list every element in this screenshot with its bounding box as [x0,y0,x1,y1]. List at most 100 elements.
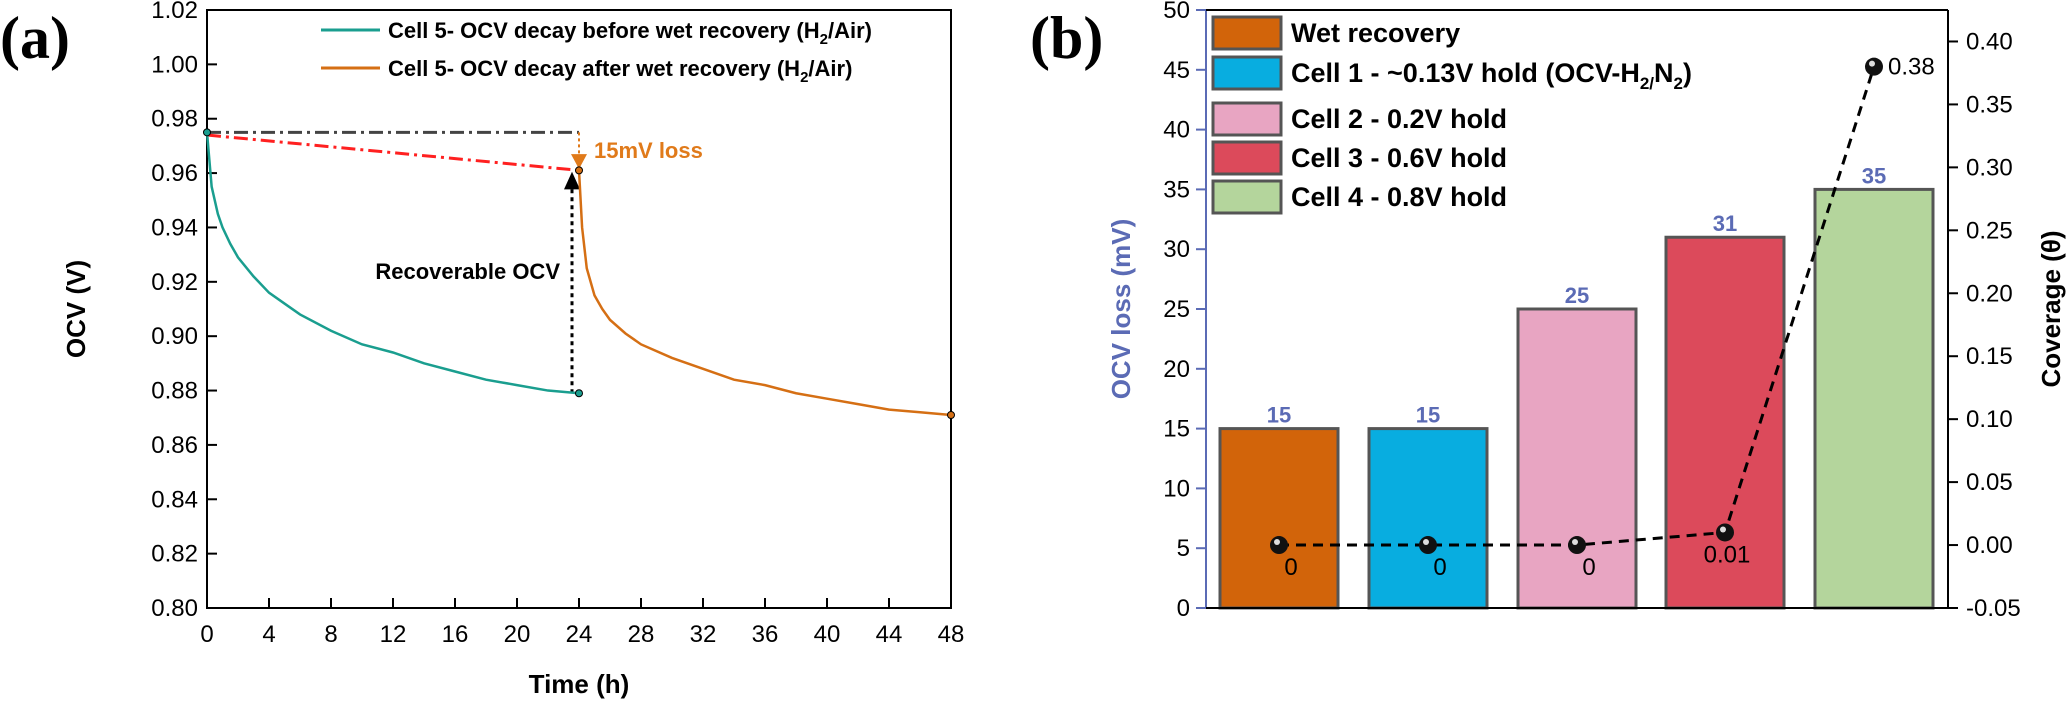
x-tick-label-a: 32 [690,621,717,648]
y2-axis-label-b: Coverage (θ) [2036,230,2066,387]
legend-swatch [1211,15,1283,51]
recoverable-arrowhead-icon [564,171,580,190]
y-tick-label-b: 50 [1163,0,1190,24]
bar [1664,235,1786,610]
y-tick-label-b: 25 [1163,296,1190,323]
loss-arrowhead-icon [571,154,587,170]
y-tick-label-b: 40 [1163,117,1190,144]
x-tick-label-a: 48 [938,621,965,648]
y2-tick-label-b: 0.40 [1966,28,2013,55]
legend-label: Cell 4 - 0.8V hold [1291,182,1507,212]
y-tick-label-a: 1.02 [151,0,198,24]
legend-label-before: Cell 5- OCV decay before wet recovery (H… [388,18,872,48]
plot-frame-a [206,9,952,609]
legend-label: Cell 3 - 0.6V hold [1291,143,1507,173]
y-tick-label-b: 15 [1163,416,1190,443]
series-line-after [577,170,952,417]
bar-value-label: 35 [1862,163,1886,188]
bar-value-label: 31 [1713,211,1737,236]
endpoint-marker [203,128,211,137]
y-tick-label-a: 0.80 [151,595,198,622]
legend-label: Cell 1 - ~0.13V hold (OCV-H2/N2) [1291,58,1692,93]
coverage-point-highlight [1720,526,1726,533]
endpoint-marker [575,389,583,398]
coverage-point [1270,536,1288,555]
y2-tick-label-b: 0.00 [1966,532,2013,559]
panel-a-label: (a) [0,5,70,71]
y-tick-label-a: 0.82 [151,541,198,568]
trend-line [206,133,580,172]
endpoint-marker [947,411,955,420]
bar-value-label: 15 [1416,403,1440,428]
y2-tick-label-b: 0.25 [1966,217,2013,244]
coverage-point [1865,57,1883,76]
bar [1367,427,1489,610]
coverage-label: 0.01 [1704,541,1751,568]
x-tick-label-a: 40 [814,621,841,648]
legend-label-after: Cell 5- OCV decay after wet recovery (H2… [388,56,852,86]
y-tick-label-a: 0.98 [151,106,198,133]
y-tick-label-b: 20 [1163,356,1190,383]
y-tick-label-b: 10 [1163,475,1190,502]
coverage-point-highlight [1423,539,1429,546]
x-tick-label-a: 44 [876,621,903,648]
y-tick-label-a: 0.96 [151,160,198,187]
coverage-label: 0 [1284,554,1297,581]
legend-b: Wet recovery Cell 1 - ~0.13V hold (OCV-H2… [1211,15,1692,215]
legend-swatch [1211,55,1283,91]
x-tick-label-a: 4 [262,621,275,648]
coverage-label: 0.38 [1888,54,1935,81]
bar [1516,307,1638,610]
bar-value-label: 15 [1267,403,1291,428]
legend-swatch [1211,101,1283,137]
coverage-point [1716,523,1734,542]
x-axis-label-a: Time (h) [529,669,630,699]
legend-swatch [1211,179,1283,215]
coverage-point-highlight [1869,60,1875,67]
legend-swatch [1211,140,1283,176]
x-tick-label-a: 12 [380,621,407,648]
coverage-point [1568,536,1586,555]
x-tick-label-a: 36 [752,621,779,648]
y-tick-label-b: 35 [1163,176,1190,203]
y-tick-label-b: 30 [1163,236,1190,263]
y-tick-label-a: 0.90 [151,323,198,350]
y2-tick-label-b: 0.05 [1966,469,2013,496]
y-axis-label-a: OCV (V) [61,260,91,358]
x-tick-label-a: 16 [442,621,469,648]
y-tick-label-b: 0 [1177,595,1190,622]
bar-value-label: 25 [1565,283,1589,308]
legend-a: Cell 5- OCV decay before wet recovery (H… [321,18,872,86]
coverage-point-highlight [1274,539,1280,546]
y-tick-label-a: 0.92 [151,269,198,296]
panel-b-label: (b) [1030,5,1103,71]
recoverable-ocv-annotation: Recoverable OCV [375,259,560,284]
bar [1813,187,1935,610]
x-tick-label-a: 28 [628,621,655,648]
y-tick-label-b: 45 [1163,57,1190,84]
y2-tick-label-b: -0.05 [1966,595,2021,622]
y-tick-label-a: 0.88 [151,378,198,405]
legend-label: Wet recovery [1291,18,1460,48]
y-tick-label-a: 0.86 [151,432,198,459]
y2-tick-label-b: 0.35 [1966,91,2013,118]
bar [1218,427,1340,610]
y-tick-label-a: 0.94 [151,214,198,241]
y-tick-label-a: 0.84 [151,486,198,513]
x-tick-label-a: 20 [504,621,531,648]
coverage-point [1419,536,1437,555]
loss-annotation: 15mV loss [594,138,703,163]
coverage-label: 0 [1582,554,1595,581]
coverage-point-highlight [1572,539,1578,546]
y2-tick-label-b: 0.20 [1966,280,2013,307]
y2-tick-label-b: 0.15 [1966,343,2013,370]
x-tick-label-a: 24 [566,621,593,648]
y2-tick-label-b: 0.10 [1966,406,2013,433]
y-tick-label-a: 1.00 [151,51,198,78]
y-tick-label-b: 5 [1177,535,1190,562]
panel-a: (a) 0.80 0.82 0.84 0.86 0.88 0.90 0.92 0.94 0.96… [0,0,964,699]
legend-label: Cell 2 - 0.2V hold [1291,104,1507,134]
series-line-before [205,132,580,395]
x-tick-label-a: 8 [324,621,337,648]
